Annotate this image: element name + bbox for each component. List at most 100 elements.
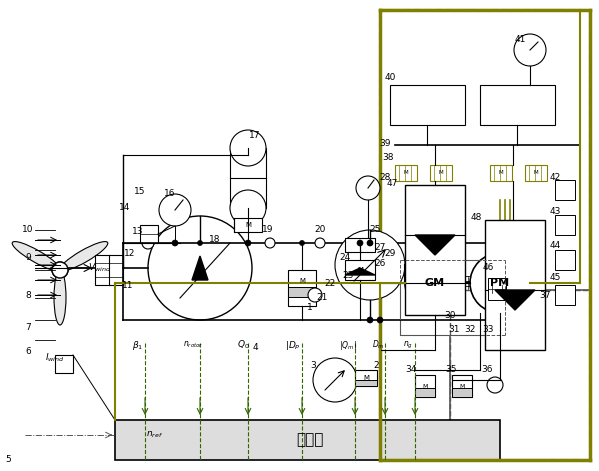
Circle shape — [159, 194, 191, 226]
Circle shape — [230, 130, 266, 166]
Bar — [480, 85, 555, 125]
Text: 33: 33 — [482, 325, 494, 334]
Text: 10: 10 — [22, 226, 34, 235]
Text: 42: 42 — [549, 173, 561, 182]
Bar — [55, 355, 73, 373]
Circle shape — [52, 262, 68, 278]
Circle shape — [313, 358, 357, 402]
Text: 47: 47 — [386, 179, 398, 187]
Circle shape — [367, 317, 373, 323]
Text: 8: 8 — [25, 291, 31, 300]
Text: 38: 38 — [382, 154, 394, 162]
Text: 5: 5 — [5, 455, 11, 464]
Text: 6: 6 — [25, 348, 31, 357]
Text: $|D_P$: $|D_P$ — [285, 339, 301, 351]
Bar — [288, 270, 316, 306]
Text: 20: 20 — [314, 226, 326, 235]
Bar — [525, 165, 547, 181]
Bar — [140, 225, 158, 243]
Text: M: M — [357, 267, 363, 273]
Text: 30: 30 — [444, 310, 456, 319]
Bar — [95, 255, 123, 285]
Circle shape — [487, 377, 503, 393]
Text: 14: 14 — [119, 203, 131, 212]
Bar — [288, 287, 316, 297]
Bar — [230, 148, 266, 208]
Text: $V_{wind}$: $V_{wind}$ — [88, 262, 111, 274]
Text: M: M — [245, 222, 251, 228]
Text: 45: 45 — [549, 274, 561, 283]
Circle shape — [148, 216, 252, 320]
Text: 36: 36 — [481, 365, 493, 374]
Text: 12: 12 — [125, 250, 136, 259]
Text: $n_{ref}$: $n_{ref}$ — [146, 430, 164, 440]
Circle shape — [230, 190, 266, 226]
Text: 23: 23 — [342, 270, 353, 279]
Circle shape — [142, 237, 154, 249]
Bar — [390, 85, 465, 125]
Bar — [555, 180, 575, 200]
Text: M: M — [459, 383, 465, 389]
Circle shape — [357, 240, 363, 246]
Circle shape — [245, 240, 251, 246]
Text: 15: 15 — [134, 187, 146, 196]
Text: 4: 4 — [252, 343, 258, 352]
Circle shape — [198, 241, 202, 245]
Bar — [555, 215, 575, 235]
Bar — [555, 250, 575, 270]
Text: M: M — [422, 383, 428, 389]
Text: 43: 43 — [549, 208, 561, 217]
Bar — [234, 218, 262, 232]
Circle shape — [335, 230, 405, 300]
Bar — [395, 165, 417, 181]
Bar — [345, 260, 375, 280]
Text: $I_{wind}$: $I_{wind}$ — [45, 352, 65, 364]
Text: 1: 1 — [307, 303, 313, 312]
Bar — [400, 260, 505, 335]
Text: $D_m$: $D_m$ — [371, 339, 385, 351]
Bar — [405, 185, 465, 315]
Text: 44: 44 — [549, 241, 561, 250]
Ellipse shape — [54, 270, 66, 325]
Circle shape — [308, 288, 322, 302]
Polygon shape — [495, 290, 535, 310]
Text: 26: 26 — [374, 259, 386, 268]
Bar — [485, 220, 545, 350]
Circle shape — [514, 34, 546, 66]
Text: 18: 18 — [209, 236, 221, 244]
Bar — [488, 278, 506, 300]
Text: $n_g$: $n_g$ — [403, 340, 413, 350]
Circle shape — [265, 238, 275, 248]
Circle shape — [315, 238, 325, 248]
Ellipse shape — [60, 242, 108, 271]
Circle shape — [52, 262, 68, 278]
Bar — [430, 165, 452, 181]
Text: 控制器: 控制器 — [297, 432, 323, 447]
Text: 22: 22 — [325, 278, 335, 287]
Text: $\beta_1$: $\beta_1$ — [132, 339, 144, 351]
Text: 34: 34 — [406, 365, 417, 374]
Polygon shape — [415, 235, 455, 255]
Text: 11: 11 — [122, 281, 134, 290]
Text: 46: 46 — [482, 263, 494, 273]
Text: 39: 39 — [379, 138, 391, 147]
Text: 24: 24 — [340, 253, 350, 262]
Text: 13: 13 — [132, 227, 144, 236]
Bar — [490, 165, 512, 181]
Circle shape — [368, 241, 373, 245]
Text: 2: 2 — [373, 362, 379, 371]
Text: M: M — [404, 171, 409, 176]
Text: 29: 29 — [385, 249, 396, 258]
Text: 31: 31 — [448, 325, 460, 334]
Text: 7: 7 — [25, 324, 31, 333]
Text: $Q_0$: $Q_0$ — [237, 339, 249, 351]
Text: 25: 25 — [370, 226, 381, 235]
Text: 9: 9 — [25, 253, 31, 262]
Ellipse shape — [12, 242, 60, 271]
Text: 40: 40 — [385, 73, 396, 82]
Text: GM: GM — [425, 278, 445, 288]
Circle shape — [300, 241, 304, 245]
Text: 35: 35 — [445, 365, 457, 374]
Bar — [415, 375, 435, 397]
Circle shape — [470, 253, 530, 313]
